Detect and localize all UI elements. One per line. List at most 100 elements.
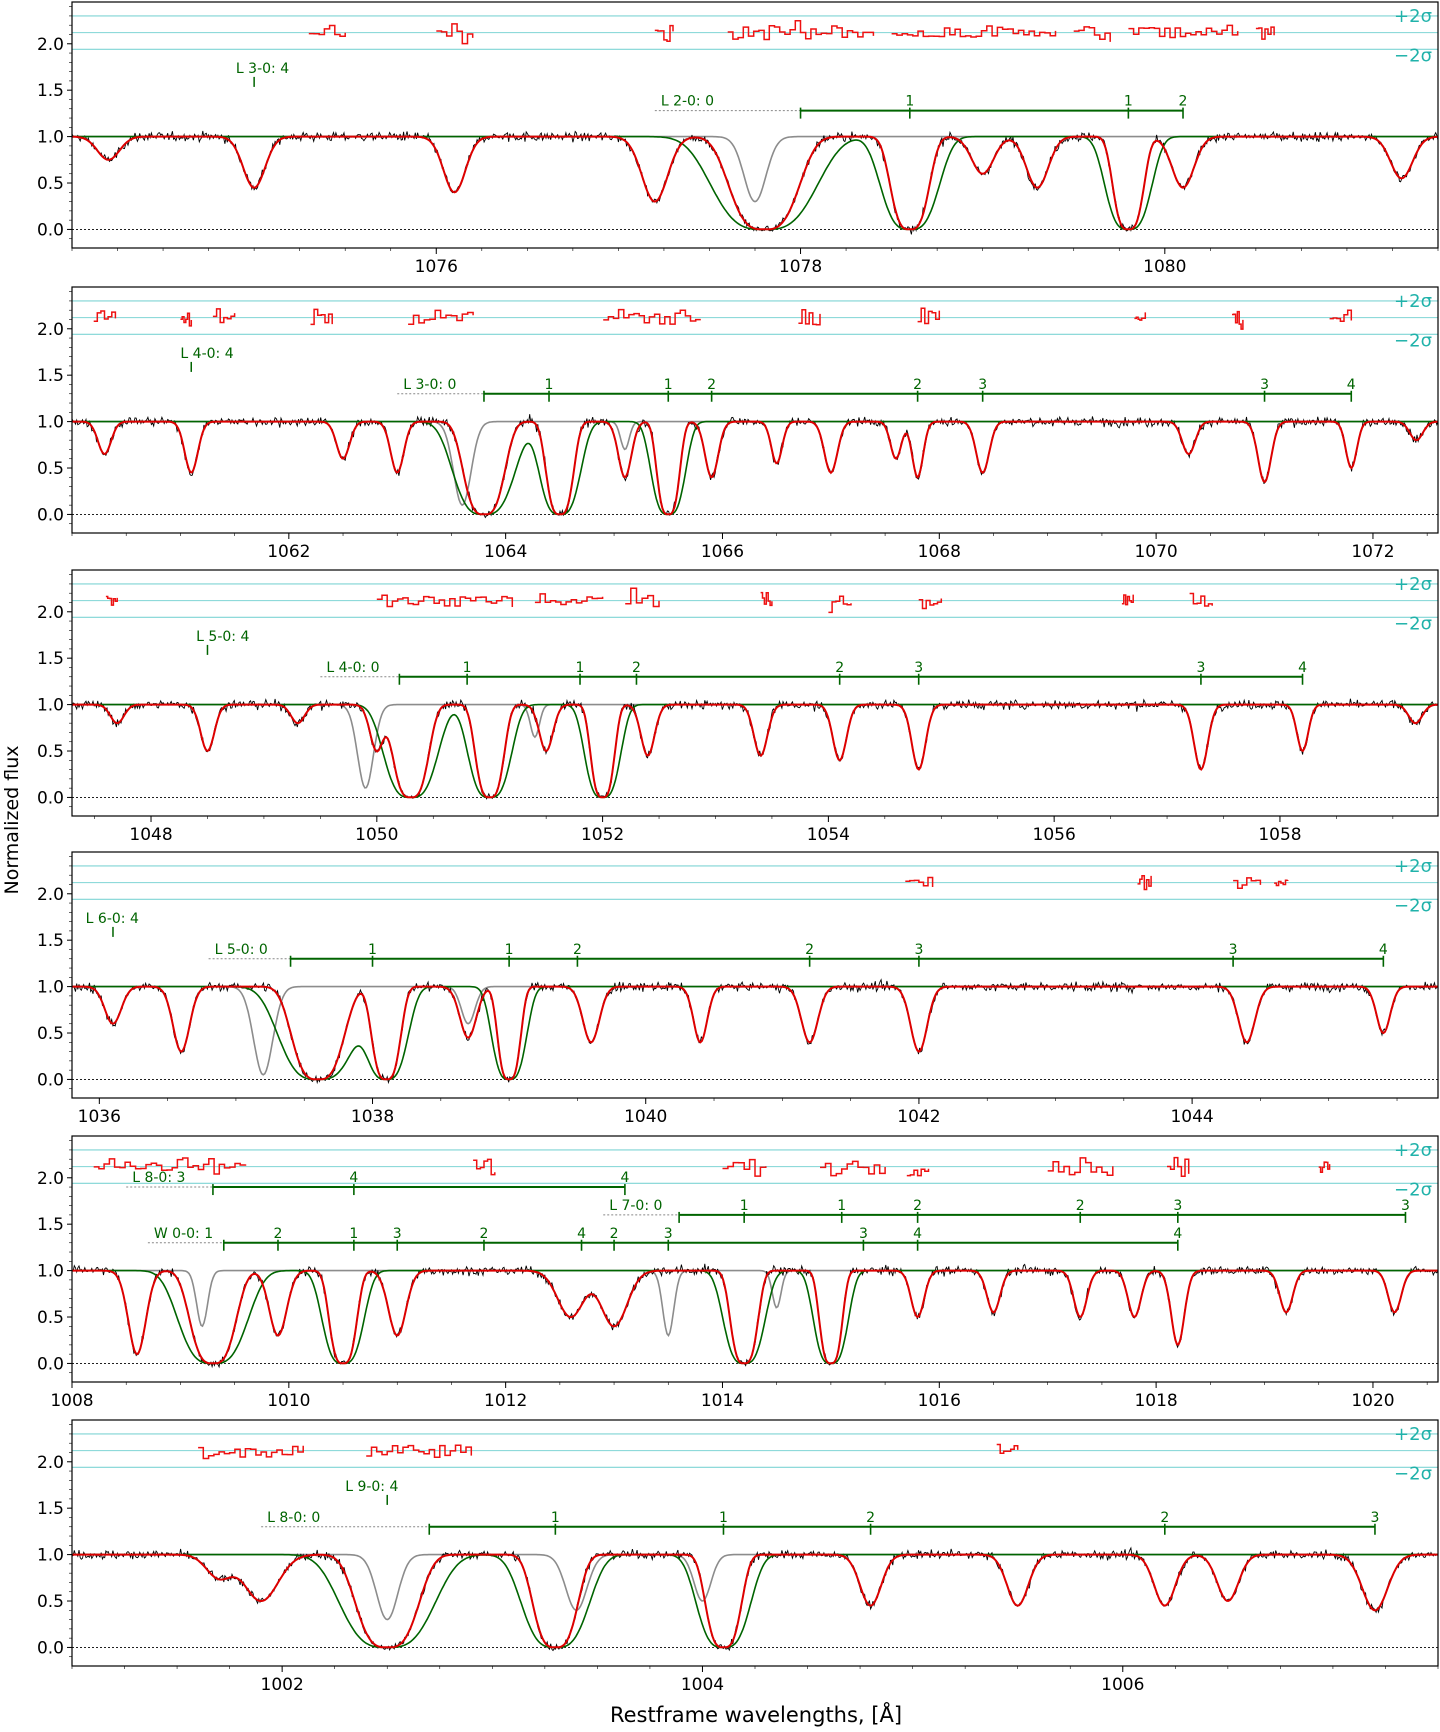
- ladder-tick-label: 1: [505, 942, 514, 958]
- y-tick-label: 0.0: [37, 220, 64, 240]
- x-tick-label: 1006: [1101, 1675, 1144, 1695]
- sigma-plus-label: +2σ: [1394, 6, 1432, 27]
- ladder-label: W 0-0: 1: [154, 1226, 213, 1242]
- x-tick-label: 1044: [1170, 1107, 1213, 1127]
- residual-segment: [376, 594, 514, 608]
- residual-segment: [760, 591, 773, 607]
- residual-segment: [198, 1445, 304, 1460]
- x-tick-label: 1080: [1143, 257, 1186, 277]
- residual-segment: [996, 1443, 1019, 1455]
- ladder-tick-label: 2: [632, 660, 641, 676]
- residual-segment: [905, 876, 934, 887]
- sigma-minus-label: −2σ: [1394, 613, 1432, 634]
- residual-segment: [1232, 310, 1244, 330]
- grey-model-line: [72, 135, 1438, 203]
- total-model-line: [72, 703, 1438, 799]
- observed-spectrum: [72, 130, 1438, 235]
- ladder-tick-label: 3: [1173, 1198, 1182, 1214]
- x-tick-label: 1008: [50, 1391, 93, 1411]
- ladder-tick-label: 4: [1298, 660, 1307, 676]
- x-tick-label: 1054: [807, 825, 850, 845]
- residual-segment: [310, 308, 333, 326]
- observed-spectrum: [72, 698, 1438, 800]
- y-tick-label: 2.0: [37, 603, 64, 623]
- ladder-tick-label: 4: [1173, 1226, 1182, 1242]
- sigma-minus-label: −2σ: [1394, 330, 1432, 351]
- x-tick-label: 1078: [779, 257, 822, 277]
- y-tick-label: 1.5: [37, 81, 64, 101]
- residual-segment: [1128, 24, 1239, 39]
- axes-frame: [71, 569, 1439, 817]
- x-tick-label: 1064: [484, 542, 527, 562]
- y-tick-label: 1.0: [37, 978, 64, 998]
- ladder-tick-label: 2: [835, 660, 844, 676]
- ladder-tick-label: 1: [545, 377, 554, 393]
- ladder-tick-label: 3: [914, 942, 923, 958]
- y-tick-label: 0.0: [37, 1070, 64, 1090]
- panels-group: L 3-0: 4 L 2-0: 0 1 1 2 +2σ −2σ 0.0 0.5 1.0 1.5 2.0…: [37, 1, 1439, 1695]
- y-tick-label: 0.0: [37, 505, 64, 525]
- residual-segment: [408, 309, 474, 325]
- ladder-tick-label: 4: [1347, 377, 1356, 393]
- y-tick-label: 0.5: [37, 1592, 64, 1612]
- residual-segment: [722, 1158, 767, 1177]
- ladder-tick-label: 2: [610, 1226, 619, 1242]
- ladder-tick-label: 1: [719, 1510, 728, 1526]
- y-tick-label: 2.0: [37, 885, 64, 905]
- x-tick-label: 1038: [351, 1107, 394, 1127]
- grey-model-line: [72, 420, 1438, 507]
- observed-spectrum: [72, 1263, 1438, 1369]
- plot-area: [72, 865, 1438, 1085]
- residual-segment: [820, 1160, 886, 1177]
- grey-model-line: [72, 703, 1438, 789]
- ladder-tick-label: 2: [1160, 1510, 1169, 1526]
- ladder-tick-label: 2: [805, 942, 814, 958]
- residual-segment: [436, 23, 474, 45]
- ladder-label: L 3-0: 0: [403, 377, 456, 393]
- residual-segment: [1134, 312, 1147, 321]
- ladder-tick-label: 2: [913, 1198, 922, 1214]
- x-tick-label: 1014: [701, 1391, 744, 1411]
- x-tick-label: 1058: [1258, 825, 1301, 845]
- residual-segment: [308, 24, 346, 37]
- component-model-line: [72, 135, 1438, 231]
- ladder-tick-label: 1: [1124, 94, 1133, 110]
- x-tick-label: 1072: [1351, 542, 1394, 562]
- y-tick-label: 0.5: [37, 459, 64, 479]
- ladder-tick-label: 1: [368, 942, 377, 958]
- ladder-tick-label: 1: [551, 1510, 560, 1526]
- y-tick-label: 2.0: [37, 320, 64, 340]
- component-model-line: [72, 1553, 1438, 1649]
- y-tick-label: 1.0: [37, 128, 64, 148]
- ladder-tick-label: 1: [349, 1226, 358, 1242]
- component-model-line: [72, 1269, 1438, 1365]
- ladder-tick-label: 4: [620, 1170, 629, 1186]
- observed-spectrum: [72, 1546, 1438, 1652]
- residual-segment: [1047, 1157, 1114, 1177]
- plot-area: [72, 1149, 1438, 1369]
- spectrum-panel: L 9-0: 4 L 8-0: 0 1 1 2 2 3 +2σ −2σ 0.0 0.5 1.0 1.5 2…: [37, 1419, 1439, 1695]
- residual-segment: [1255, 26, 1275, 40]
- y-tick-label: 1.5: [37, 649, 64, 669]
- residual-segment: [828, 595, 852, 614]
- y-tick-label: 1.0: [37, 1546, 64, 1566]
- ladder-tick-label: 3: [914, 660, 923, 676]
- total-model-line: [72, 985, 1438, 1081]
- residual-segment: [93, 310, 117, 323]
- ladder-tick-label: 3: [1196, 660, 1205, 676]
- component-model-line: [72, 703, 1438, 799]
- y-tick-label: 2.0: [37, 1169, 64, 1189]
- ladder-tick-label: 3: [664, 1226, 673, 1242]
- plot-area: [72, 300, 1438, 519]
- axes-frame: [71, 851, 1439, 1099]
- x-tick-label: 1004: [681, 1675, 724, 1695]
- residual-segment: [1167, 1156, 1190, 1177]
- y-tick-label: 1.5: [37, 1499, 64, 1519]
- ladder-label: L 5-0: 0: [215, 942, 268, 958]
- residual-segment: [1329, 309, 1353, 322]
- residual-segment: [918, 598, 943, 610]
- residual-segment: [654, 24, 674, 42]
